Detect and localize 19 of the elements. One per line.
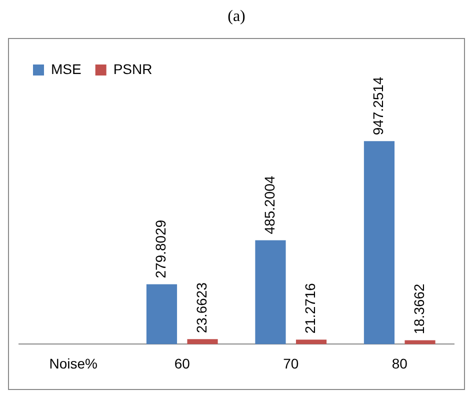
data-label: 23.6623 [193,282,210,334]
data-label: 947.2514 [370,76,386,136]
x-tick-label: 80 [392,355,408,372]
bar [146,284,178,344]
bar [296,340,327,344]
data-label: 279.8029 [152,220,169,278]
x-tick-label: 60 [174,355,190,372]
data-label: 21.2716 [302,282,318,334]
chart-title: (a) [226,8,246,26]
bar [255,240,286,344]
bar [364,141,395,344]
x-tick-label: Noise% [49,355,98,372]
legend-label: MSE [51,60,82,77]
legend-label: PSNR [113,60,152,77]
bar [404,340,436,344]
data-label: 18.3662 [410,283,427,334]
data-label: 485.2004 [261,176,278,234]
x-tick-label: 70 [283,355,299,372]
bar [187,339,218,344]
